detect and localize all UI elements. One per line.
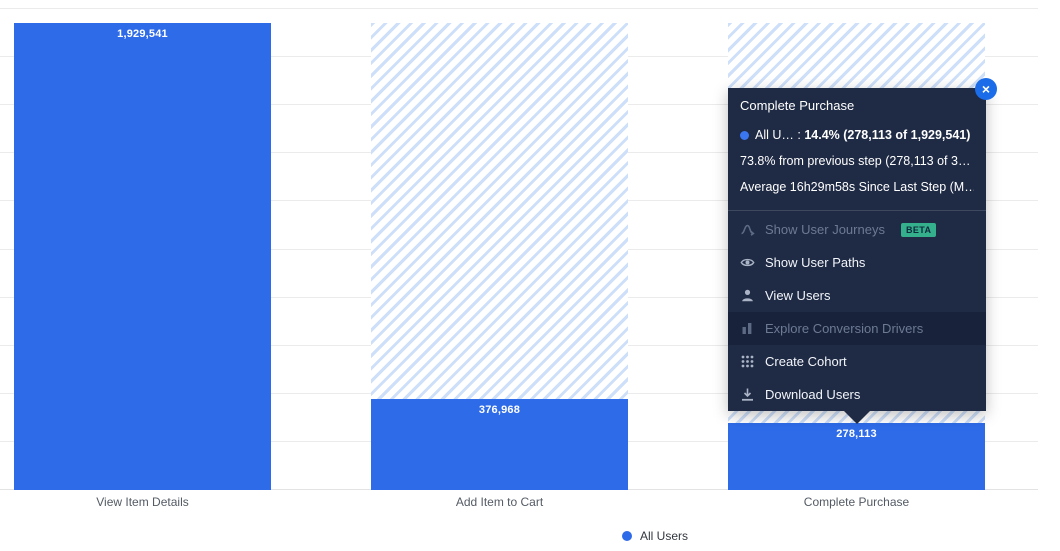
eye-icon <box>740 255 755 270</box>
divider <box>728 210 986 211</box>
cohort-icon <box>740 354 755 369</box>
series-dot-icon <box>740 130 749 140</box>
previous-step-line: 73.8% from previous step (278,113 of 3… <box>740 154 971 168</box>
bar-all-users[interactable]: 1,929,541 <box>14 23 271 490</box>
x-axis-label: Add Item to Cart <box>455 495 544 509</box>
close-icon[interactable]: × <box>975 78 997 100</box>
menu-item-label: Create Cohort <box>765 354 847 369</box>
menu-item-create-cohort[interactable]: Create Cohort <box>728 345 986 378</box>
bar-chart-icon <box>740 321 755 336</box>
menu-item-label: Show User Paths <box>765 255 866 270</box>
x-axis-label: View Item Details <box>96 495 189 509</box>
gridline <box>0 8 1038 9</box>
bar-all-users[interactable]: 376,968 <box>371 399 628 490</box>
user-icon <box>740 288 755 303</box>
average-time-line: Average 16h29m58s Since Last Step (M… <box>740 180 974 194</box>
menu-item-label: Explore Conversion Drivers <box>765 321 924 336</box>
conversion-value: 14.4% (278,113 of 1,929,541) <box>804 128 971 142</box>
journeys-icon <box>740 222 755 237</box>
beta-badge: BETA <box>900 222 937 237</box>
step-tooltip: × Complete Purchase All U… : 14.4% (278,… <box>728 78 997 424</box>
funnel-step-1[interactable]: 1,929,541 <box>14 23 271 490</box>
series-name: All U… <box>755 128 794 142</box>
menu-item-show-user-journeys: Show User Journeys BETA <box>728 213 986 246</box>
bar-value-label: 278,113 <box>836 428 877 440</box>
menu-item-download-users[interactable]: Download Users <box>728 378 986 411</box>
x-axis-label: Complete Purchase <box>803 495 910 509</box>
bar-value-label: 376,968 <box>478 404 521 416</box>
menu-item-view-users[interactable]: View Users <box>728 279 986 312</box>
legend-label: All Users <box>639 529 688 543</box>
bar-all-users[interactable]: 278,113 <box>728 423 985 490</box>
x-axis-labels: View Item Details Add Item to Cart Complet… <box>0 495 1060 509</box>
funnel-step-2[interactable]: 376,968 <box>371 23 628 490</box>
menu-item-label: Show User Journeys <box>765 222 885 237</box>
menu-item-label: View Users <box>765 288 831 303</box>
menu-item-explore-conversion-drivers: Explore Conversion Drivers <box>728 312 986 345</box>
download-icon <box>740 387 755 402</box>
bar-value-label: 1,929,541 <box>117 28 168 40</box>
separator: : <box>793 128 805 142</box>
menu-item-show-user-paths[interactable]: Show User Paths <box>728 246 986 279</box>
tooltip-title: Complete Purchase <box>740 98 855 113</box>
legend-dot-all-users <box>621 531 632 541</box>
tooltip-menu: Show User Journeys BETA Show User Paths Vie… <box>728 213 986 411</box>
legend[interactable]: All Users <box>0 529 1060 543</box>
menu-item-label: Download Users <box>765 387 861 402</box>
tooltip-stat-line: All U… : 14.4% (278,113 of 1,929,541) <box>740 122 974 148</box>
